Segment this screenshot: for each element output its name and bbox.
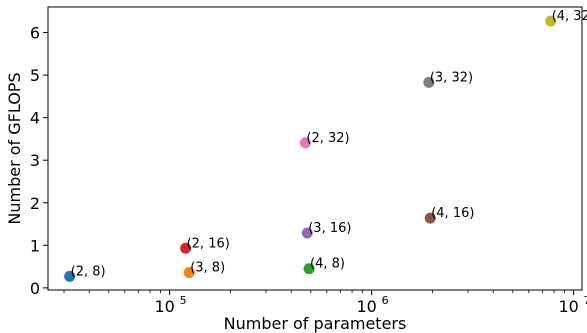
data-point-label: (4, 16)	[431, 206, 474, 221]
x-tick-label: 10	[558, 297, 578, 316]
plot-frame	[47, 6, 583, 291]
data-point	[424, 212, 436, 224]
data-point-label: (2, 16)	[187, 236, 230, 251]
x-tick-exponent: 6	[382, 294, 389, 307]
labels-layer: (2, 8) (3, 8) (4, 8) (2, 16) (3, 16) (4, 16) (…	[71, 9, 587, 279]
x-axis-title: Number of parameters	[224, 314, 407, 333]
y-tick-label: 5	[30, 66, 40, 85]
x-tick-exponent: 5	[180, 294, 187, 307]
y-tick-label: 6	[30, 24, 40, 43]
data-point	[545, 15, 557, 27]
ticks-layer: 0 1 2 3 4 5 6 10 5 10 6 10 7	[30, 24, 587, 316]
data-point	[64, 270, 76, 282]
data-point	[183, 267, 195, 279]
x-tick-label: 10	[356, 297, 376, 316]
data-point	[299, 137, 311, 149]
y-tick-label: 0	[30, 279, 40, 298]
x-tick-label: 10	[154, 297, 174, 316]
data-point-label: (2, 8)	[71, 264, 106, 279]
plot-area	[47, 6, 583, 291]
y-tick-label: 3	[30, 151, 40, 170]
data-point	[423, 76, 435, 88]
x-tick-exponent: 7	[584, 294, 587, 307]
data-point-label: (3, 32)	[430, 70, 473, 85]
data-point	[301, 227, 313, 239]
data-point-label: (3, 16)	[308, 221, 351, 236]
data-point-label: (2, 32)	[306, 131, 349, 146]
points-layer	[64, 15, 557, 282]
data-point-label: (4, 32)	[552, 9, 587, 24]
data-point-label: (3, 8)	[190, 261, 225, 276]
y-tick-label: 2	[30, 194, 40, 213]
y-tick-label: 1	[30, 236, 40, 255]
y-axis-title: Number of GFLOPS	[5, 72, 24, 224]
data-point	[303, 263, 315, 275]
y-tick-label: 4	[30, 109, 40, 128]
data-point-label: (4, 8)	[310, 257, 345, 272]
data-point	[180, 242, 192, 254]
